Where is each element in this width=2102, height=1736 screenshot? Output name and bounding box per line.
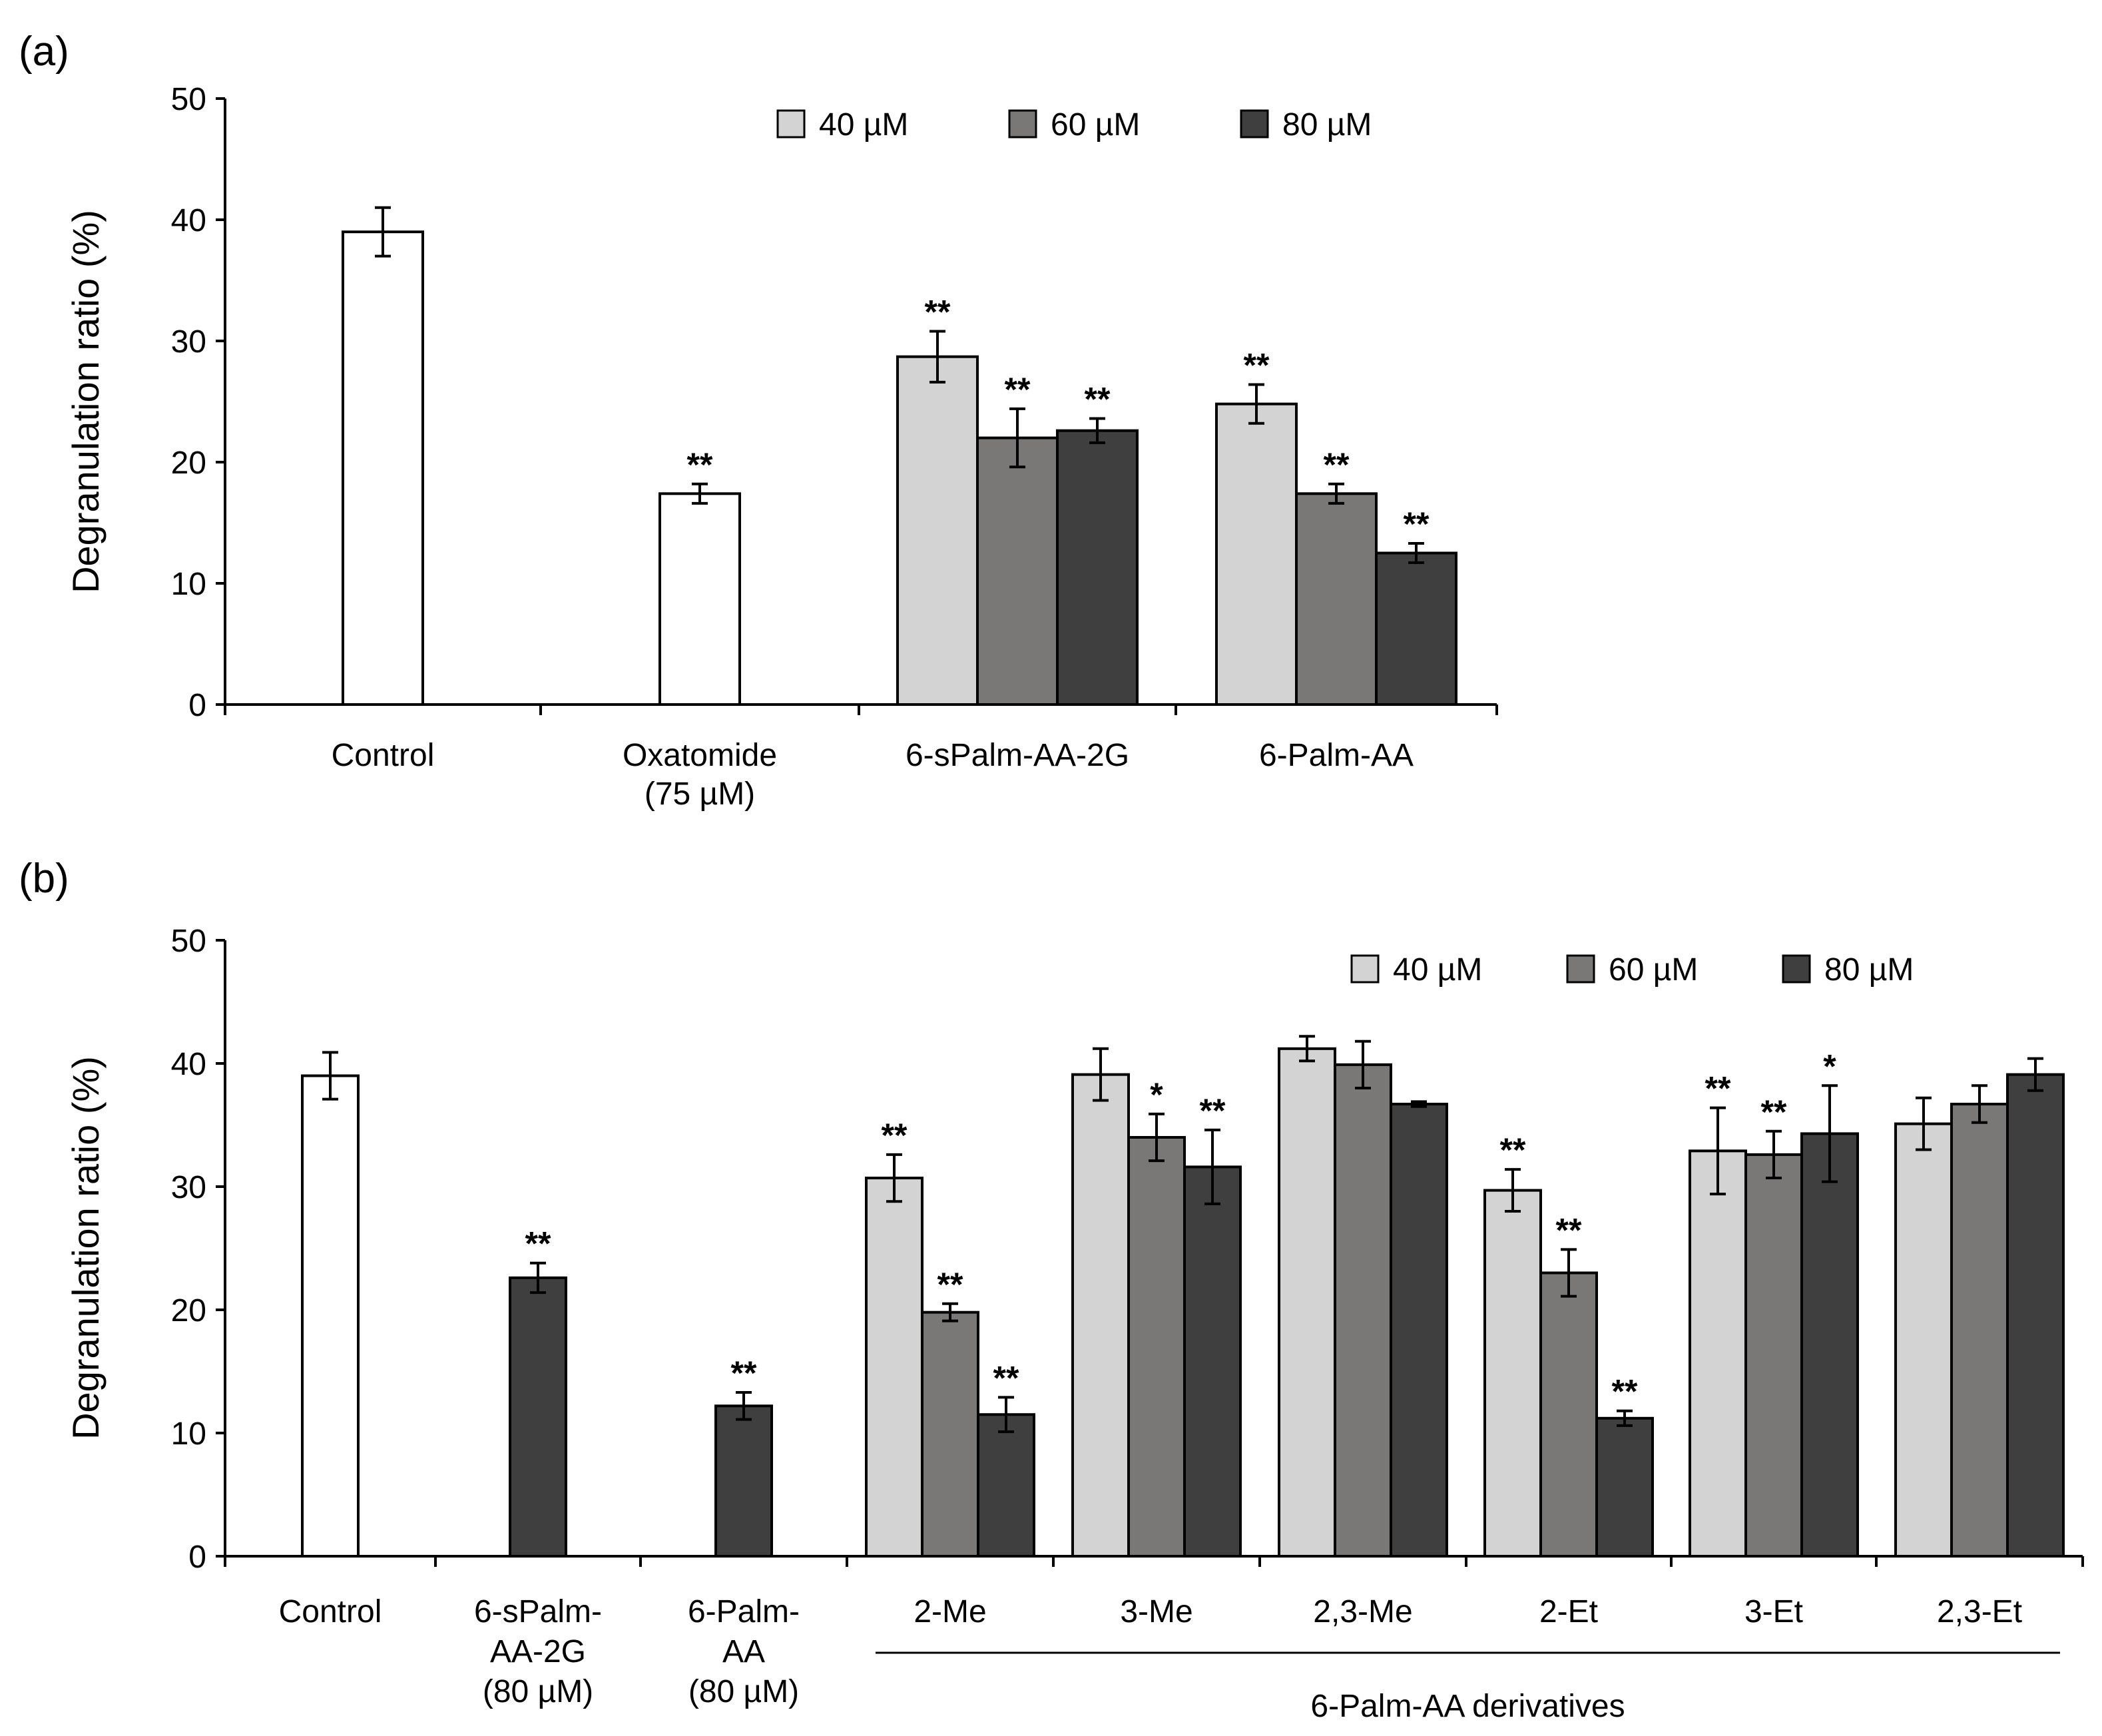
bar (1183, 1165, 1242, 1558)
category-label: AA (722, 1634, 765, 1669)
legend-label: 40 µM (1393, 952, 1482, 988)
legend-label: 60 µM (1051, 107, 1140, 143)
bar (1950, 1103, 2009, 1558)
bar (1894, 1122, 1953, 1558)
category-label: 6-Palm- (688, 1594, 800, 1629)
legend-swatch (1350, 954, 1380, 984)
bar (2006, 1073, 2065, 1558)
legend-swatch (776, 109, 806, 139)
category-label: 6-sPalm- (474, 1594, 602, 1629)
category-label: AA-2G (490, 1634, 586, 1669)
category-label: 2-Me (914, 1594, 986, 1629)
bar (976, 436, 1059, 706)
bar (1278, 1047, 1336, 1558)
category-label: 2-Et (1539, 1594, 1598, 1629)
y-tick-label: 30 (171, 1170, 206, 1205)
category-label: Control (332, 738, 435, 773)
y-tick-label: 10 (171, 567, 206, 602)
bar (1595, 1416, 1654, 1558)
significance-marker: ** (1085, 380, 1111, 418)
bar (1071, 1073, 1130, 1558)
legend-swatch (1240, 109, 1269, 139)
significance-marker: ** (1005, 371, 1031, 408)
category-label: (80 µM) (483, 1674, 593, 1709)
bar (1390, 1103, 1448, 1558)
significance-marker: ** (993, 1359, 1019, 1396)
bar (658, 492, 741, 706)
significance-marker: * (1823, 1047, 1836, 1085)
legend-label: 40 µM (819, 107, 908, 143)
significance-marker: ** (937, 1266, 963, 1303)
legend-swatch (1566, 954, 1595, 984)
bar (1539, 1271, 1598, 1558)
category-label: Control (279, 1594, 382, 1629)
category-label: 6-Palm-AA (1259, 738, 1414, 773)
significance-marker: * (1150, 1076, 1163, 1113)
significance-marker: ** (525, 1225, 551, 1263)
y-tick-label: 40 (171, 1047, 206, 1082)
significance-marker: ** (1324, 446, 1350, 483)
legend-swatch (1008, 109, 1037, 139)
y-tick-label: 50 (171, 924, 206, 959)
bar (1215, 402, 1298, 706)
bar (714, 1404, 773, 1558)
bar (1375, 551, 1457, 706)
bar (1689, 1149, 1747, 1558)
category-label: 6-sPalm-AA-2G (906, 738, 1129, 773)
y-tick-label: 30 (171, 324, 206, 360)
significance-marker: ** (925, 293, 951, 330)
category-label: 3-Me (1120, 1594, 1192, 1629)
bar (1295, 492, 1378, 706)
significance-marker: ** (1612, 1373, 1638, 1410)
y-tick-label: 0 (188, 688, 206, 723)
y-axis-label: Degranulation ratio (%) (65, 1056, 107, 1440)
bar (896, 355, 979, 706)
significance-marker: ** (1200, 1092, 1226, 1129)
legend-swatch (1782, 954, 1811, 984)
y-tick-label: 10 (171, 1416, 206, 1452)
bar (1744, 1153, 1803, 1558)
bar (1483, 1189, 1542, 1558)
legend-label: 80 µM (1282, 107, 1372, 143)
y-tick-label: 50 (171, 82, 206, 117)
category-label: 2,3-Et (1937, 1594, 2022, 1629)
y-tick-label: 40 (171, 203, 206, 238)
category-label: 2,3-Me (1313, 1594, 1412, 1629)
bar (342, 230, 424, 706)
bar (1334, 1063, 1392, 1558)
significance-marker: ** (1556, 1211, 1582, 1249)
bar (1056, 429, 1139, 706)
category-label: (75 µM) (645, 776, 755, 812)
bar (921, 1310, 979, 1558)
bar (977, 1413, 1035, 1558)
significance-marker: ** (1404, 505, 1430, 543)
significance-marker: ** (1705, 1070, 1731, 1107)
bar (301, 1074, 360, 1558)
y-tick-label: 20 (171, 1293, 206, 1328)
significance-marker: ** (1244, 347, 1270, 384)
panel-label: (b) (19, 856, 69, 902)
bar (1800, 1132, 1859, 1558)
significance-marker: ** (687, 446, 713, 483)
y-tick-label: 20 (171, 445, 206, 481)
legend-label: 80 µM (1824, 952, 1914, 988)
category-label: (80 µM) (688, 1674, 799, 1709)
bar (865, 1177, 923, 1558)
significance-marker: ** (731, 1354, 757, 1392)
significance-marker: ** (1761, 1093, 1787, 1131)
y-axis-label: Degranulation ratio (%) (65, 210, 107, 593)
category-label: Oxatomide (623, 738, 777, 773)
bar (1127, 1136, 1186, 1558)
panel-label: (a) (19, 29, 69, 75)
category-label: 3-Et (1744, 1594, 1803, 1629)
significance-marker: ** (1500, 1131, 1526, 1169)
legend-label: 60 µM (1609, 952, 1698, 988)
group-bracket-label: 6-Palm-AA derivatives (1310, 1689, 1625, 1724)
bar (509, 1276, 567, 1558)
y-tick-label: 0 (188, 1540, 206, 1575)
significance-marker: ** (882, 1117, 908, 1154)
